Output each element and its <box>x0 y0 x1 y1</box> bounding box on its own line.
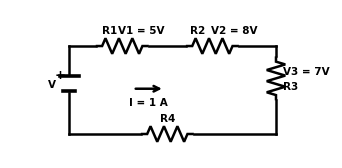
Text: V2 = 8V: V2 = 8V <box>211 26 258 36</box>
Text: V1 = 5V: V1 = 5V <box>118 26 165 36</box>
Text: R1: R1 <box>102 26 118 36</box>
Text: R3: R3 <box>282 82 298 92</box>
Text: V3 = 7V: V3 = 7V <box>282 67 329 77</box>
Text: R2: R2 <box>190 26 205 36</box>
Text: +: + <box>54 69 65 82</box>
Text: V: V <box>48 80 56 90</box>
Text: I = 1 A: I = 1 A <box>129 98 168 108</box>
Text: R4: R4 <box>160 114 175 124</box>
